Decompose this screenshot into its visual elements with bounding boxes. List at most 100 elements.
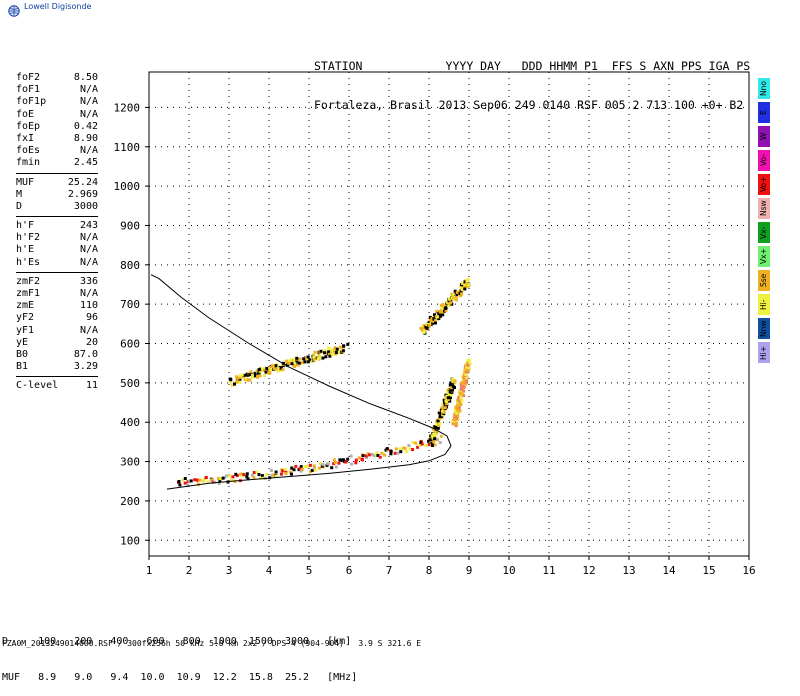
x-tick-label: 9: [466, 564, 473, 577]
echo-pixel: [271, 363, 275, 367]
x-tick-label: 12: [582, 564, 595, 577]
echo-pixel: [316, 357, 320, 361]
echo-pixel: [346, 342, 350, 346]
echo-pixel: [411, 448, 415, 451]
echo-pixel: [457, 405, 460, 409]
x-tick-label: 3: [226, 564, 233, 577]
echo-pixel: [437, 312, 441, 316]
echo-pixel: [341, 349, 345, 353]
echo-pixel: [313, 468, 317, 472]
echo-pixel: [238, 380, 242, 384]
param-value: 0.42: [73, 120, 98, 132]
echo-pixel: [448, 392, 451, 396]
echo-pixel: [463, 287, 467, 291]
echo-pixel: [460, 287, 464, 290]
echo-pixel: [441, 409, 444, 413]
echo-pixel: [448, 303, 452, 307]
x-tick-label: 11: [542, 564, 555, 577]
echo-pixel: [323, 349, 327, 353]
echo-pixel: [295, 359, 299, 363]
echo-pixel: [325, 351, 329, 355]
echo-pixel: [293, 359, 297, 363]
echo-pixel: [468, 358, 471, 362]
echo-pixel: [465, 380, 469, 384]
x-axis-ticks: 1 2 3 4 5 6 7 8 9 10 11 12 13 14 15 16: [146, 556, 756, 577]
header-values: Fortaleza, Brasil 2013 Sep06 249 0140 RS…: [314, 98, 744, 112]
echo-pixel: [435, 437, 439, 441]
echo-pixel: [274, 470, 278, 474]
globe-icon: [8, 5, 20, 17]
echo-pixel: [271, 473, 275, 477]
echo-pixel: [263, 367, 267, 371]
echo-pixel: [240, 472, 244, 476]
profile-curve: [150, 274, 452, 490]
echo-pixel: [456, 414, 460, 417]
echo-pixel: [302, 357, 306, 361]
echo-pixel: [198, 478, 202, 482]
echo-pixel: [295, 356, 299, 360]
echo-pixel: [459, 403, 463, 407]
param-name: h'Es: [16, 256, 41, 268]
echo-pixel: [269, 368, 273, 371]
echo-pixel: [333, 349, 337, 353]
echo-pixel: [312, 355, 316, 359]
echo-pixel: [339, 458, 343, 462]
echo-pixel: [286, 359, 290, 363]
file-info: FZA0M_2013249014000.RSF / 300fx256h 50 k…: [2, 639, 422, 648]
echo-pixel: [305, 464, 309, 468]
x-tick-label: 15: [702, 564, 715, 577]
echo-pixel: [310, 360, 314, 364]
panel-divider: [16, 216, 98, 218]
echo-pixel: [218, 479, 222, 483]
y-tick-label: 900: [120, 219, 140, 232]
param-value: 96: [85, 312, 98, 324]
echo-pixel: [338, 345, 342, 349]
echo-pixel: [318, 461, 322, 465]
legend-swatch: Hi-: [758, 294, 770, 315]
echo-pixel: [437, 317, 441, 321]
param-value: N/A: [79, 288, 98, 299]
echo-pixel: [332, 462, 336, 466]
param-value: N/A: [79, 84, 98, 96]
echo-pixel: [282, 361, 286, 365]
echo-pixel: [389, 449, 393, 453]
param-name: h'F: [16, 220, 35, 232]
echo-pixel: [318, 355, 322, 359]
y-tick-label: 500: [120, 377, 140, 390]
ionogram-chart: 1 2 3 4 5 6 7 8 9 10 11 12 13 14 15 16 1002003004005006…: [114, 71, 756, 577]
panel-divider: [16, 376, 98, 378]
echo-pixel: [186, 483, 190, 487]
echo-pixel: [354, 461, 358, 465]
muf-table: D 100 200 400 600 800 1000 1500 3000 [km…: [2, 612, 357, 696]
echo-pixel: [248, 373, 252, 376]
echo-pixel: [279, 368, 283, 372]
echo-pixel: [445, 402, 449, 406]
echo-pixel: [468, 362, 472, 366]
echo-pixel: [463, 380, 467, 383]
echo-pixel: [439, 413, 443, 417]
param-row: foE N/A: [16, 109, 98, 121]
param-name: yF1: [16, 324, 35, 336]
echo-pixel: [306, 357, 310, 361]
param-value: N/A: [79, 256, 98, 268]
echo-pixel: [240, 373, 244, 377]
echo-pixel: [331, 352, 335, 356]
legend-swatch: Vx+: [758, 246, 770, 267]
echo-pixel: [257, 473, 261, 477]
echo-pixel: [446, 391, 450, 394]
echo-pixel: [419, 326, 423, 330]
echo-pixel: [456, 404, 460, 408]
param-row: D 3000: [16, 201, 98, 213]
echo-pixel: [433, 443, 437, 447]
echo-pixel: [428, 318, 432, 322]
param-name: foF1: [16, 84, 41, 96]
y-tick-label: 1100: [114, 141, 141, 154]
echo-pixel: [217, 476, 220, 480]
echo-pixel: [447, 388, 451, 391]
echo-pixel: [265, 473, 269, 476]
plot-frame: [148, 71, 750, 557]
echo-pixel: [342, 344, 346, 348]
param-value: 3.29: [73, 361, 98, 373]
x-tick-label: 4: [266, 564, 273, 577]
echo-pixel: [300, 467, 304, 471]
